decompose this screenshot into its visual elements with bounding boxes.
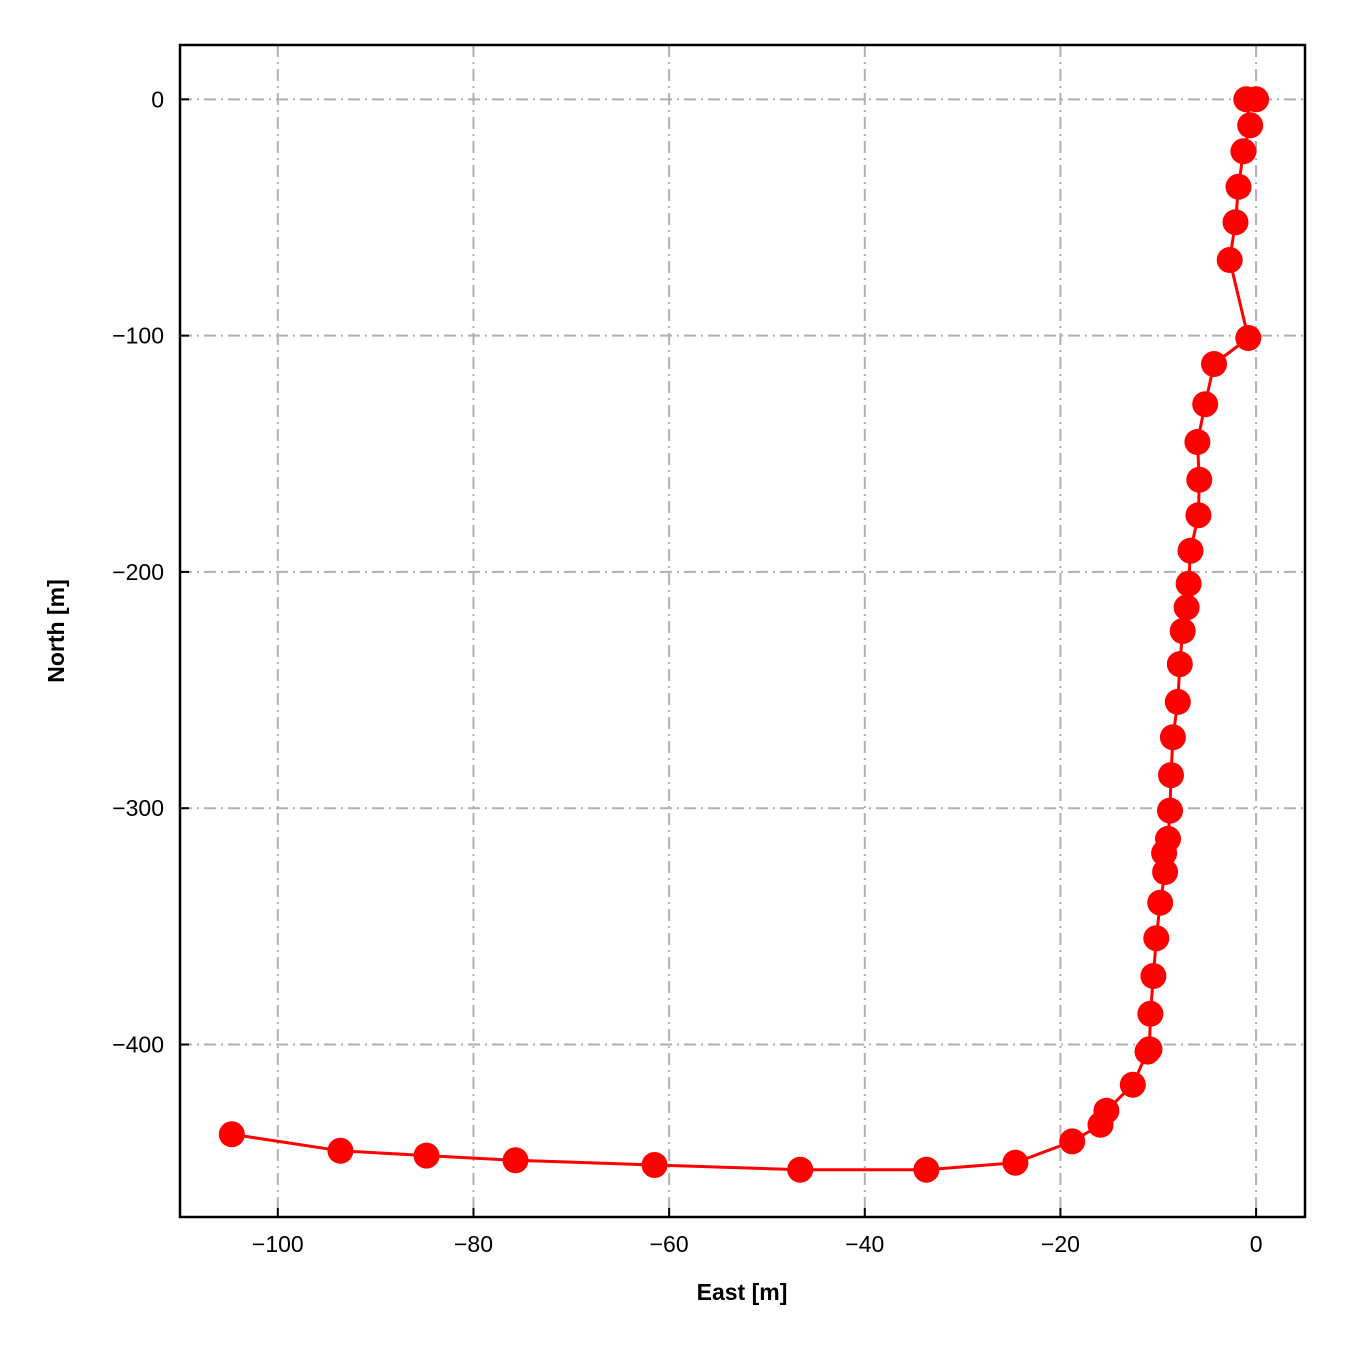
y-axis-title: North [m] xyxy=(43,579,69,682)
data-point xyxy=(641,1152,668,1178)
data-point xyxy=(327,1137,354,1164)
y-tick-label: −200 xyxy=(112,559,164,585)
data-point xyxy=(1164,688,1191,715)
data-point xyxy=(1169,618,1196,644)
data-point xyxy=(1059,1128,1086,1155)
data-point xyxy=(502,1147,529,1174)
data-point xyxy=(1201,351,1227,377)
x-tick-label: −40 xyxy=(845,1231,884,1257)
x-tick-label: −60 xyxy=(650,1231,689,1257)
data-point xyxy=(1225,173,1252,200)
data-point xyxy=(1166,651,1193,678)
x-tick-label: 0 xyxy=(1250,1231,1263,1257)
series-layer xyxy=(218,86,1270,1183)
data-point xyxy=(1157,797,1183,824)
data-point xyxy=(913,1156,940,1183)
data-point xyxy=(1137,1000,1164,1027)
data-point xyxy=(413,1142,440,1169)
y-tick-label: −300 xyxy=(112,795,164,821)
data-point xyxy=(1216,247,1243,273)
x-tick-label: −80 xyxy=(454,1231,493,1257)
data-point xyxy=(1235,325,1262,351)
x-axis-title: East [m] xyxy=(697,1279,788,1305)
y-tick-label: 0 xyxy=(151,86,164,112)
plot-frame xyxy=(178,43,1307,1219)
tick-layer: −100 −80 −60 −40 −20 00−100−200−300−400 xyxy=(112,86,1262,1257)
data-point xyxy=(1173,594,1200,621)
data-point xyxy=(1175,570,1202,597)
data-point xyxy=(1184,429,1211,455)
data-point xyxy=(1087,1111,1114,1138)
data-point xyxy=(1237,112,1264,139)
grid-layer xyxy=(180,45,1305,1217)
data-point xyxy=(1222,209,1249,236)
data-point xyxy=(1186,466,1213,493)
data-point xyxy=(1152,859,1179,885)
x-tick-label: −100 xyxy=(252,1231,304,1257)
data-point xyxy=(1134,1038,1161,1065)
data-point xyxy=(1140,963,1167,989)
data-point xyxy=(1151,840,1178,867)
data-point xyxy=(1002,1149,1029,1176)
y-tick-label: −400 xyxy=(112,1032,164,1058)
data-point xyxy=(1192,391,1219,418)
data-point xyxy=(1119,1071,1146,1098)
data-point xyxy=(1233,86,1260,113)
data-point xyxy=(1147,889,1174,916)
y-tick-label: −100 xyxy=(112,323,164,349)
data-point xyxy=(1159,724,1186,751)
data-point xyxy=(1185,502,1212,529)
data-point xyxy=(1158,762,1184,789)
x-tick-label: −20 xyxy=(1041,1231,1080,1257)
data-point xyxy=(218,1121,245,1148)
data-point xyxy=(1177,537,1204,564)
data-point xyxy=(787,1156,814,1183)
data-point xyxy=(1230,138,1257,165)
data-point xyxy=(1143,925,1170,952)
